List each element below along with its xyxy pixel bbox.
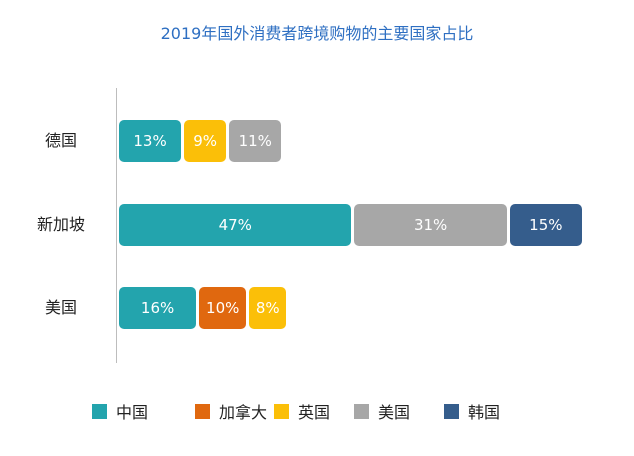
bar-value-label: 13% (133, 132, 167, 150)
legend-swatch (444, 403, 459, 419)
bar-segment: 9% (184, 120, 227, 162)
bar-value-label: 47% (218, 216, 252, 234)
bar-value-label: 11% (238, 132, 272, 150)
bar-value-label: 15% (529, 216, 563, 234)
legend-swatch (195, 403, 210, 419)
bar-segment: 13% (119, 120, 182, 162)
legend-item: 中国 (92, 400, 148, 422)
chart-title: 2019年国外消费者跨境购物的主要国家占比 (160, 24, 474, 43)
bar-segment: 15% (509, 204, 582, 246)
legend-item: 加拿大 (195, 400, 267, 422)
legend-item: 韩国 (444, 400, 500, 422)
bar-value-label: 8% (255, 299, 280, 317)
category-label: 德国 (44, 131, 77, 150)
bar-segment: 16% (119, 287, 197, 329)
category-label: 新加坡 (36, 215, 85, 234)
legend-label: 中国 (116, 403, 149, 422)
y-axis-line (116, 88, 117, 363)
bar-value-label: 10% (206, 299, 240, 317)
legend-item: 美国 (354, 400, 410, 422)
legend-label: 美国 (378, 403, 411, 422)
bar-segment: 11% (229, 120, 282, 162)
legend-item: 英国 (274, 400, 330, 422)
bar-segment: 10% (199, 287, 247, 329)
legend-swatch (274, 403, 289, 419)
legend-swatch (92, 403, 107, 419)
bar-value-label: 9% (193, 132, 218, 150)
legend-label: 加拿大 (219, 403, 268, 422)
bar-segment: 8% (249, 287, 287, 329)
bar-segment: 31% (354, 204, 507, 246)
bar-segment: 47% (119, 204, 352, 246)
legend-swatch (354, 403, 369, 419)
bar-value-label: 31% (413, 216, 448, 234)
bar-value-label: 16% (140, 299, 175, 317)
legend-label: 英国 (298, 403, 331, 422)
legend-label: 韩国 (468, 403, 501, 422)
category-label: 美国 (44, 298, 77, 317)
